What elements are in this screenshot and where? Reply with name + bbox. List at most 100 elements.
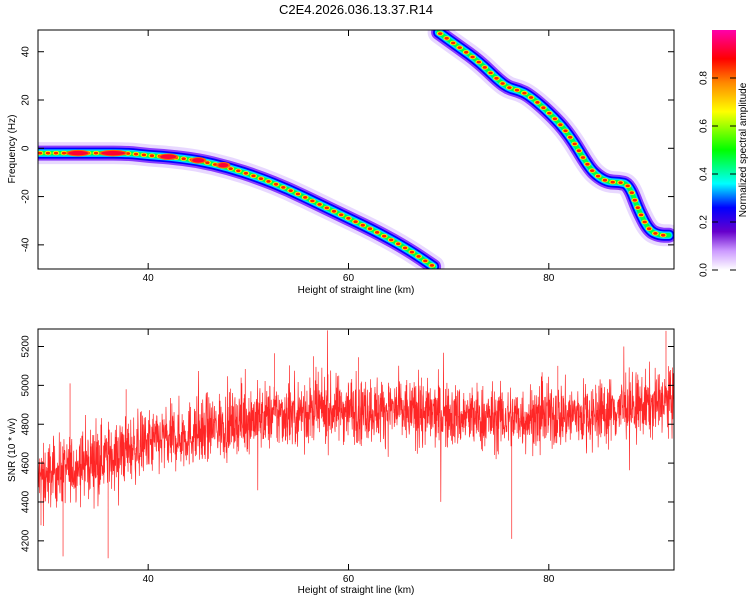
colorbar-label: Normalized spectral amplitude (738, 82, 749, 217)
lower-track-bead-core (382, 234, 387, 238)
upper-track-bead-core (572, 142, 577, 146)
upper-track-bead-core (595, 174, 601, 178)
lower-track-bead-core (429, 264, 435, 267)
lower-track-bead-core (93, 151, 99, 155)
lower-track-bead-core (141, 153, 147, 157)
upper-track-bead-core (629, 191, 634, 195)
spectrogram-hotspot-core (101, 150, 126, 156)
colorbar-ticks: 0.0 0.2 0.4 0.6 0.8 (699, 71, 736, 277)
upper-track-bead-core (638, 213, 644, 217)
snr-ytick-label-5000: 5000 (21, 374, 32, 397)
upper-track-bead-core (482, 66, 487, 69)
upper-track-bead-core (646, 227, 652, 231)
snr-ytick-label-4200: 4200 (21, 529, 32, 552)
snr-ticks: 40 60 80 4200 4400 4600 4800 5000 5200 (21, 329, 674, 585)
upper-track-bead-core (635, 206, 640, 210)
upper-track-bead-core (576, 149, 582, 153)
upper-track-bead-core (500, 82, 505, 85)
upper-track-bead-core (585, 162, 590, 166)
snr-ytick-label-4400: 4400 (21, 490, 32, 513)
lower-track-bead-core (273, 182, 279, 186)
lower-track-bead-core (423, 259, 428, 263)
upper-track-bead-core (541, 106, 546, 110)
spectrogram-panel: 40 60 80 -40 -20 0 20 40 Height of straight lin… (7, 29, 675, 296)
upper-track-bead-core (632, 198, 637, 202)
upper-track-bead-core (464, 50, 469, 54)
spectrogram-ytick-label-40: 40 (21, 46, 32, 58)
spectrogram-frame (37, 29, 675, 270)
lower-track-bead-core (317, 203, 322, 206)
colorbar-strip (712, 30, 736, 270)
upper-track-bead-core (580, 156, 586, 159)
colorbar-tick-label-0.2: 0.2 (699, 215, 710, 229)
spectrogram-ytick-label--40: -40 (21, 237, 32, 252)
snr-frame (37, 328, 675, 571)
lower-track-bead-core (396, 242, 401, 246)
upper-track-bead-core (610, 180, 615, 184)
lower-track-bead-core (402, 246, 408, 250)
upper-track-bead-core (625, 184, 630, 188)
lower-track-bead-core (360, 223, 365, 227)
upper-track-bead-core (535, 101, 540, 104)
snr-ylabel: SNR (10 * v/v) (7, 418, 18, 482)
snr-ytick-label-5200: 5200 (21, 335, 32, 358)
upper-track-bead-core (476, 60, 481, 64)
upper-track-bead-core (563, 129, 568, 133)
upper-track-bead-core (488, 71, 493, 75)
lower-track-bead-core (310, 199, 315, 203)
snr-xtick-label-60: 60 (343, 574, 355, 585)
lower-track-bead-core (258, 177, 264, 181)
spectrogram-hotspot-core (192, 158, 205, 163)
lower-track-bead-core (133, 152, 139, 156)
lower-track-bead-core (228, 167, 233, 171)
lower-track-bead-core (205, 161, 210, 165)
lower-track-bead-core (331, 209, 337, 213)
spectrogram-hotspot-core (68, 150, 89, 156)
lower-track-bead-core (281, 186, 286, 189)
spectrogram-hotspot-core (218, 162, 229, 168)
colorbar-tick-label-0.0: 0.0 (699, 263, 710, 277)
upper-track-bead-core (494, 76, 499, 80)
upper-track-bead-core (470, 55, 475, 59)
upper-track-bead-core (590, 169, 595, 173)
snr-xtick-label-40: 40 (143, 574, 155, 585)
snr-xlabel: Height of straight line (km) (298, 585, 415, 596)
lower-track-bead-core (181, 157, 186, 161)
lower-track-bead-core (374, 231, 380, 234)
spectrogram-hotspot-core (160, 154, 177, 159)
spectrogram-ticks: 40 60 80 -40 -20 0 20 40 (21, 30, 674, 284)
upper-track-bead-core (661, 233, 666, 237)
lower-track-bead-core (416, 255, 421, 258)
spectrogram-xtick-label-80: 80 (543, 273, 555, 284)
lower-track-bead-core (149, 154, 155, 158)
spectrogram-ytick-label-0: 0 (21, 145, 32, 151)
upper-track-bead-core (642, 220, 647, 224)
lower-track-bead-core (367, 227, 373, 231)
lower-track-bead-core (339, 213, 344, 217)
lower-track-bead-core (266, 180, 271, 183)
lower-track-bead-core (324, 206, 329, 210)
snr-series-line (38, 330, 674, 559)
spectrogram-ylabel: Frequency (Hz) (7, 115, 18, 184)
upper-track-bead-core (507, 86, 512, 89)
upper-track-bead-core (444, 36, 449, 40)
colorbar: 0.0 0.2 0.4 0.6 0.8 Normalized spectral ampl… (699, 30, 749, 277)
colorbar-tick-label-0.8: 0.8 (699, 71, 710, 85)
upper-track-bead-core (552, 117, 558, 121)
colorbar-tick-label-0.4: 0.4 (699, 167, 710, 181)
lower-track-bead-core (61, 151, 67, 155)
spectrogram-ytick-label-20: 20 (21, 94, 32, 106)
lower-track-bead-core (353, 220, 358, 224)
lower-track-bead-core (243, 171, 249, 175)
lower-track-bead-core (295, 192, 301, 196)
upper-track-bead-core (602, 178, 608, 182)
lower-track-bead-core (251, 174, 256, 178)
upper-track-bead-core (547, 111, 552, 115)
upper-track-bead-core (514, 88, 520, 92)
upper-track-bead-core (451, 41, 456, 45)
upper-track-bead-core (522, 91, 527, 95)
lower-track-bead-core (38, 151, 43, 155)
spectrogram-xtick-label-60: 60 (343, 273, 355, 284)
spectrogram-tracks (38, 30, 674, 269)
